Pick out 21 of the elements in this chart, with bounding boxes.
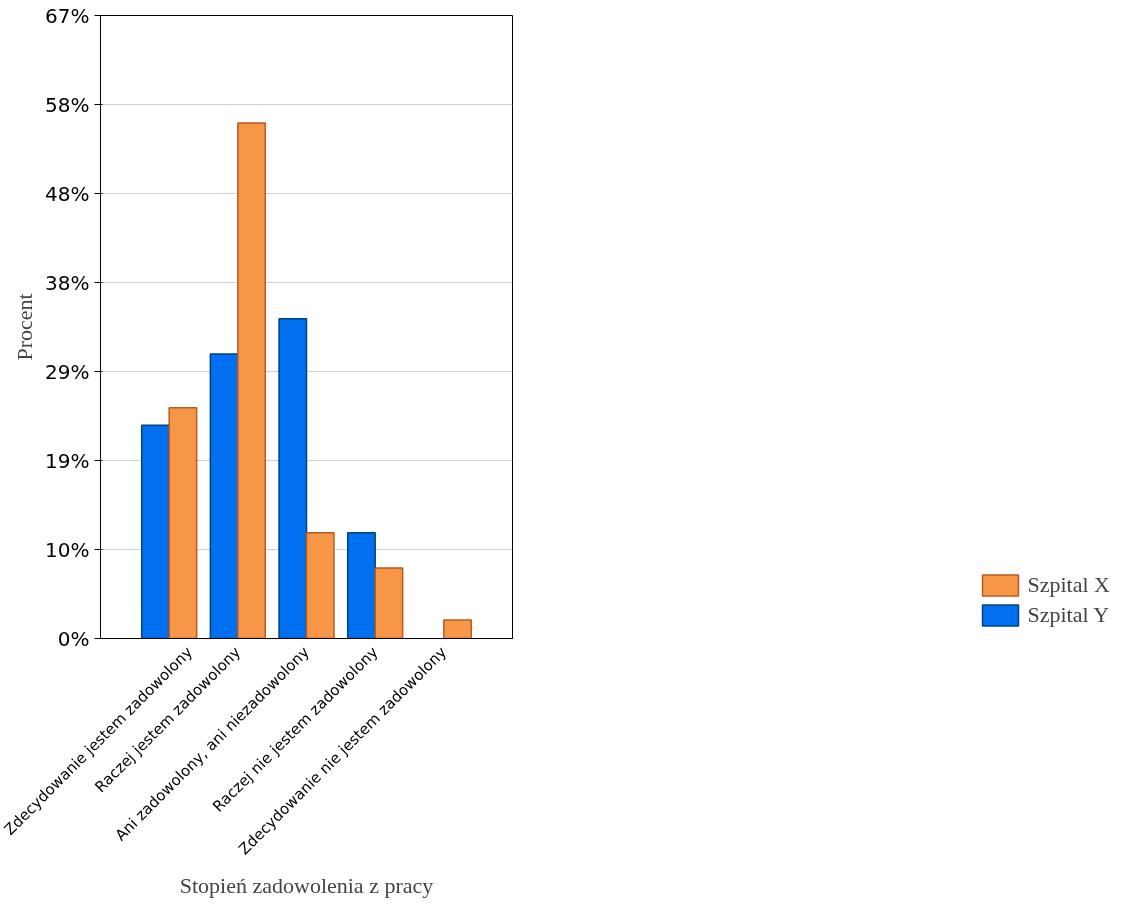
y-tick-label: 29% (45, 359, 90, 384)
bar (374, 567, 404, 639)
bar (237, 122, 267, 639)
bar (305, 532, 335, 639)
bar (443, 619, 473, 639)
bar (278, 317, 308, 639)
y-tick-label: 58% (45, 92, 90, 117)
y-tick-label: 10% (45, 537, 90, 562)
bar (168, 406, 198, 639)
bar (140, 424, 170, 639)
y-tick-label: 19% (45, 448, 90, 473)
y-tick-label: 48% (45, 181, 90, 206)
y-tick-label: 0% (57, 626, 90, 651)
bar (346, 532, 376, 639)
y-axis-title: Procent (12, 293, 38, 361)
bar (209, 353, 239, 639)
legend-label: Szpital X (1027, 572, 1110, 598)
x-axis-title: Stopień zadowolenia z pracy (179, 872, 434, 898)
y-tick-label: 67% (45, 3, 90, 28)
y-tick-label: 38% (45, 270, 90, 295)
legend-label: Szpital Y (1027, 602, 1110, 628)
